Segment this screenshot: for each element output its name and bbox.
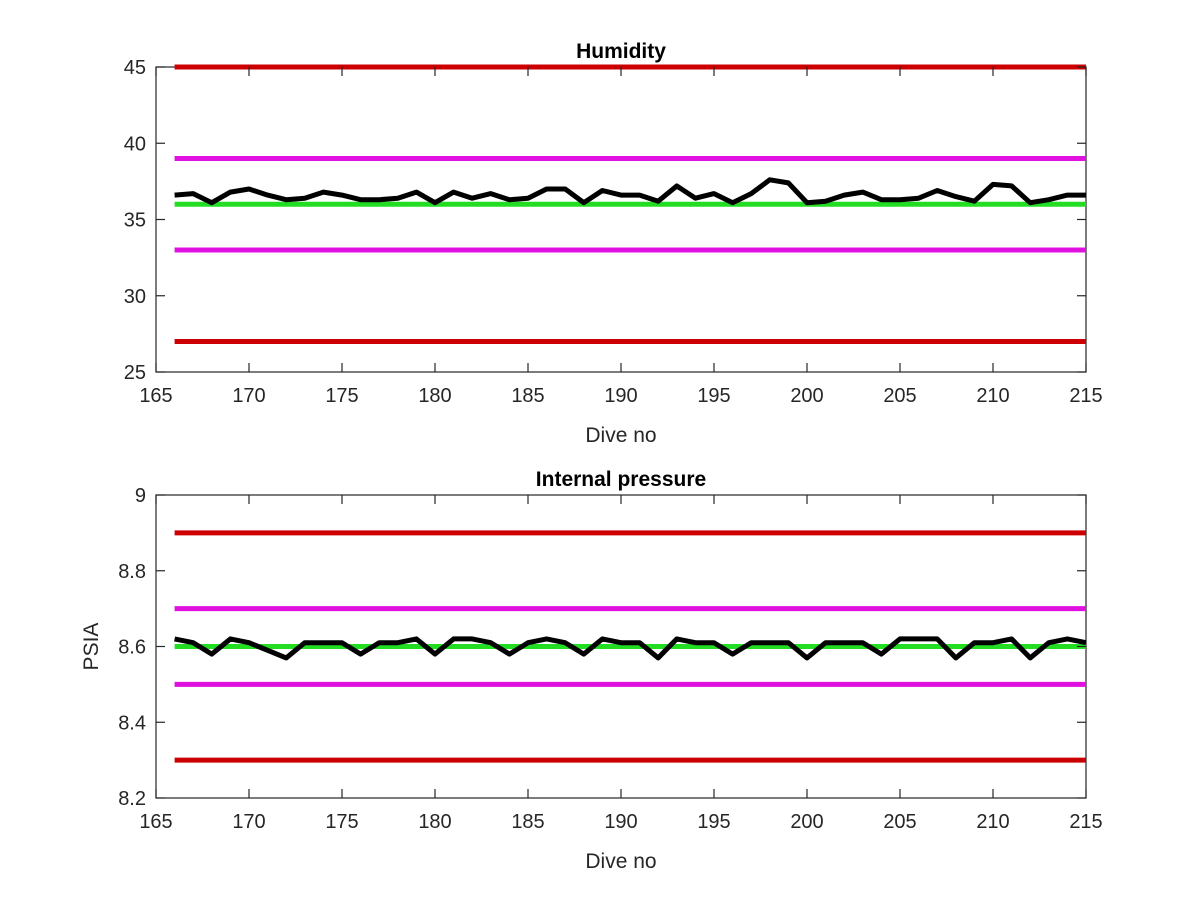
x-tick-label: 175 [325,811,358,833]
x-tick-label: 195 [697,385,730,407]
x-tick-label: 165 [139,385,172,407]
chart-panel-2: 165 170 175 180 185 190 195 200 205 210 215 8.2 8.4 8… [80,468,1103,873]
x-tick-label: 190 [604,385,637,407]
y-tick-label: 45 [124,57,146,79]
y-axis-label: PSIA [80,623,103,671]
x-tick-label: 215 [1069,385,1102,407]
x-tick-label: 210 [976,811,1009,833]
x-tick-label: 185 [511,385,544,407]
x-axis-label: Dive no [585,424,656,447]
x-tick-label: 200 [790,385,823,407]
y-tick-label: 25 [124,362,146,384]
y-tick-label: 8.6 [118,637,146,659]
y-tick-label: 35 [124,210,146,232]
x-tick-label: 180 [418,811,451,833]
y-tick-label: 8.8 [118,561,146,583]
axes-box [155,66,1087,373]
chart-panel-1: 165 170 175 180 185 190 195 200 205 210 215 25 30 35 4… [124,40,1103,447]
y-tick-label: 8.2 [118,788,146,810]
y-tick-label: 40 [124,133,146,155]
data-series-line-1 [174,636,1087,661]
x-tick-label: 215 [1069,811,1102,833]
x-tick-label: 170 [232,385,265,407]
x-tick-label: 205 [883,811,916,833]
y-tick-label: 8.4 [118,712,146,734]
chart-title: Internal pressure [536,468,706,491]
x-tick-label: 205 [883,385,916,407]
x-tick-label: 170 [232,811,265,833]
x-tick-label: 210 [976,385,1009,407]
data-series-line-1 [174,177,1086,206]
x-tick-label: 180 [418,385,451,407]
x-tick-label: 200 [790,811,823,833]
y-tick-label: 30 [124,286,146,308]
x-axis-label: Dive no [585,850,656,873]
y-tick-label: 9 [135,485,146,507]
x-tick-label: 190 [604,811,637,833]
x-tick-label: 175 [325,385,358,407]
x-tick-label: 165 [139,811,172,833]
x-tick-label: 195 [697,811,730,833]
chart-title: Humidity [576,40,666,63]
x-tick-label: 185 [511,811,544,833]
